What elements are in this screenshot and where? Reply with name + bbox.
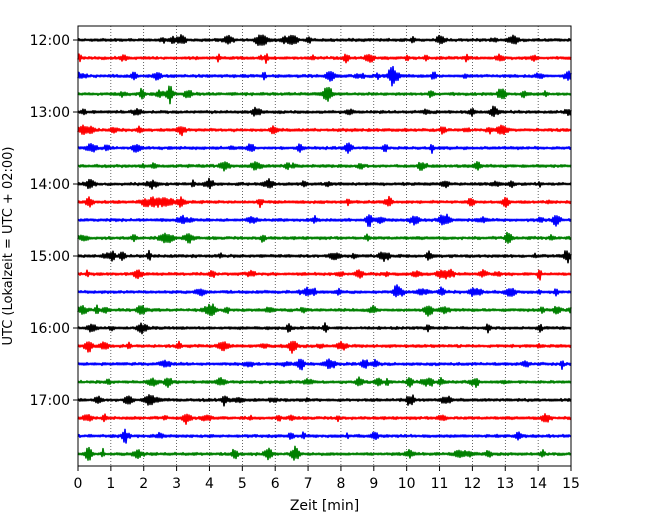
x-tick-label: 13 (496, 476, 514, 492)
x-tick-label: 2 (139, 476, 148, 492)
y-axis-ticks: 12:00 13:00 14:00 15:00 16:00 17:00 (30, 33, 78, 409)
x-tick-label: 1 (106, 476, 115, 492)
x-tick-label: 0 (74, 476, 83, 492)
trace-line (77, 34, 572, 47)
y-tick-label: 14:00 (30, 177, 70, 193)
trace-line (77, 231, 572, 244)
x-tick-label: 5 (238, 476, 247, 492)
trace-line (77, 161, 572, 172)
trace-line (77, 413, 572, 425)
x-tick-label: 3 (172, 476, 181, 492)
trace-line (77, 249, 572, 264)
trace-line (77, 445, 572, 461)
y-tick-label: 15:00 (30, 249, 70, 265)
x-tick-label: 4 (205, 476, 214, 492)
trace-line (77, 105, 572, 118)
trace-line (77, 322, 572, 335)
trace-line (77, 124, 572, 137)
trace-line (77, 376, 572, 388)
x-tick-label: 9 (369, 476, 378, 492)
trace-line (77, 85, 572, 105)
trace-line (77, 177, 572, 190)
y-tick-label: 13:00 (30, 105, 70, 121)
trace-line (77, 268, 572, 281)
grid (110, 26, 539, 466)
traces (77, 34, 572, 461)
x-tick-label: 8 (336, 476, 345, 492)
x-axis-ticks: 0 1 2 3 4 5 6 7 8 9 10 11 12 13 14 15 (74, 466, 580, 492)
trace-line (77, 65, 572, 87)
trace-line (77, 142, 572, 154)
x-tick-label: 11 (431, 476, 449, 492)
y-tick-label: 17:00 (30, 393, 70, 409)
y-tick-label: 16:00 (30, 321, 70, 337)
trace-line (77, 284, 572, 298)
x-tick-label: 10 (398, 476, 416, 492)
trace-line (77, 394, 572, 407)
trace-line (77, 195, 572, 209)
trace-line (77, 303, 572, 317)
x-axis-label: Zeit [min] (290, 498, 359, 514)
x-tick-label: 15 (562, 476, 580, 492)
x-tick-label: 12 (463, 476, 481, 492)
trace-line (77, 340, 572, 354)
trace-line (77, 428, 572, 444)
y-tick-label: 12:00 (30, 33, 70, 49)
x-tick-label: 6 (271, 476, 280, 492)
trace-line (77, 213, 572, 228)
trace-line (77, 358, 572, 371)
plot-frame (77, 25, 572, 467)
trace-line (77, 53, 572, 64)
x-tick-label: 7 (304, 476, 313, 492)
y-axis-label: UTC (Lokalzeit = UTC + 02:00) (1, 147, 16, 346)
x-tick-label: 14 (529, 476, 547, 492)
